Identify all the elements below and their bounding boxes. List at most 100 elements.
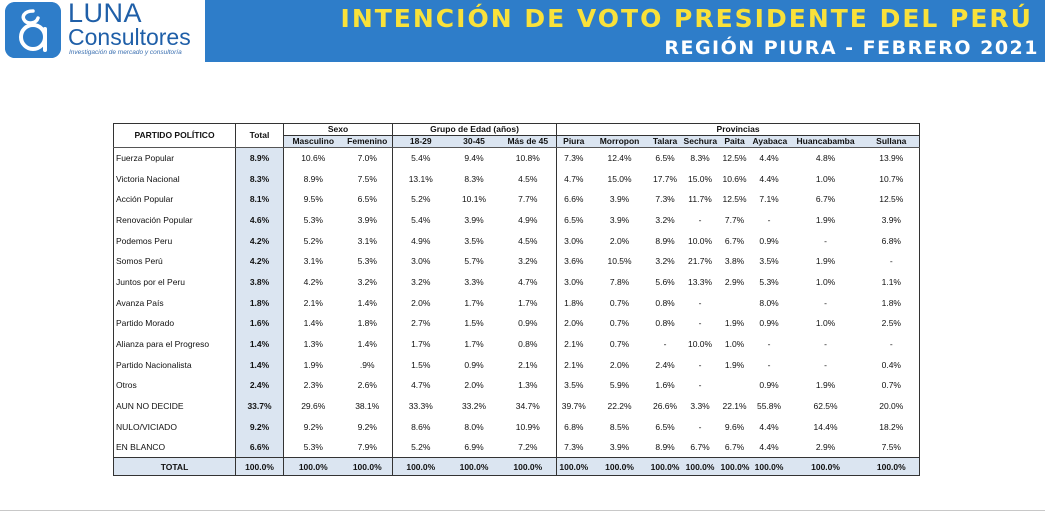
value-cell: 11.7%	[688, 194, 712, 205]
party-name-cell: Partido Morado	[113, 313, 236, 334]
value-cell: 5.3%	[303, 214, 323, 225]
value-cell: 5.9%	[609, 380, 630, 391]
party-name-cell: Alianza para el Progreso	[113, 333, 236, 355]
value-cell: -	[863, 333, 921, 355]
value-cell: 3.5%	[564, 380, 584, 391]
value-cell: 3.1%	[303, 256, 323, 267]
table-row: AUN NO DECIDE 33.7% 29.6% 38.1% 33.3% 33.2% 34…	[113, 395, 921, 417]
table-row: Juntos por el Peru 3.8% 4.2% 3.2% 3.2% 3.3% 4.…	[113, 271, 921, 293]
page-subtitle: REGIÓN PIURA - FEBRERO 2021	[664, 37, 1039, 59]
value-cell: 3.2%	[411, 276, 431, 287]
total-column-header: Total	[235, 123, 284, 148]
value-cell: 3.9%	[342, 209, 394, 231]
value-cell: 1.4%	[303, 318, 323, 329]
value-cell: 8.9%	[303, 173, 323, 184]
party-name-cell: AUN NO DECIDE	[113, 395, 236, 417]
total-cell: 9.2%	[235, 416, 284, 438]
party-name-cell: Otros	[113, 375, 236, 396]
column-header-paita: Paita	[718, 135, 751, 148]
value-cell: 1.0%	[815, 318, 836, 329]
value-cell: 7.3%	[556, 437, 591, 459]
value-cell: 3.0%	[411, 256, 431, 267]
value-cell: -	[824, 359, 827, 370]
value-cell: 4.5%	[499, 168, 558, 189]
value-cell: 0.9%	[759, 235, 779, 246]
table-header-row-columns: Masculino Femenino 18-29 30-45 Más de 45…	[114, 135, 921, 148]
value-cell: 8.9%	[655, 235, 675, 246]
value-cell: 1.7%	[499, 292, 558, 313]
value-cell: 4.4%	[750, 437, 788, 459]
value-cell: 3.2%	[342, 271, 394, 293]
footer-cell: 100.0%	[448, 457, 500, 477]
value-cell: 8.0%	[464, 421, 484, 432]
value-cell: -	[698, 214, 702, 225]
value-cell: 7.5%	[342, 168, 394, 189]
value-cell: 7.9%	[342, 437, 394, 459]
value-cell: 3.2%	[499, 250, 558, 272]
value-cell: 3.6%	[564, 256, 584, 267]
table-row: Renovación Popular 4.6% 5.3% 3.9% 5.4% 3.9% 4.…	[113, 209, 921, 231]
value-cell: 1.4%	[342, 292, 394, 313]
vote-intention-table: PARTIDO POLÍTICO Total Sexo Grupo de Eda…	[113, 123, 921, 477]
value-cell: 3.1%	[342, 230, 394, 251]
column-header-femenino: Femenino	[342, 135, 394, 148]
footer-total: 100.0%	[235, 457, 284, 477]
value-cell: 2.1%	[564, 339, 584, 350]
value-cell: 9.6%	[724, 421, 745, 432]
value-cell: 15.0%	[607, 173, 632, 184]
value-cell: 2.1%	[499, 354, 558, 376]
value-cell: 2.0%	[609, 359, 630, 370]
value-cell: 10.0%	[687, 339, 713, 350]
value-cell: 4.7%	[499, 271, 558, 293]
value-cell: 26.6%	[652, 401, 678, 412]
footer-cell: 100.0%	[787, 457, 864, 477]
provinces-group-header: Provincias	[556, 123, 921, 136]
party-name-cell: Fuerza Popular	[113, 147, 236, 169]
value-cell: 0.7%	[609, 297, 630, 308]
value-cell: 4.9%	[499, 209, 558, 231]
value-cell: 4.8%	[815, 153, 836, 164]
value-cell: 5.4%	[411, 214, 431, 225]
value-cell: 12.5%	[722, 194, 747, 205]
value-cell	[719, 375, 751, 396]
footer-label: TOTAL	[113, 457, 236, 477]
value-cell: 0.9%	[759, 318, 779, 329]
value-cell: 0.4%	[863, 354, 921, 376]
value-cell: 18.2%	[863, 416, 921, 438]
value-cell: 1.9%	[724, 359, 745, 370]
footer-cell: 100.0%	[499, 457, 558, 477]
value-cell: 3.3%	[690, 401, 710, 412]
value-cell: 4.4%	[759, 173, 779, 184]
value-cell: 4.2%	[303, 276, 323, 287]
table-footer-row: TOTAL 100.0% 100.0% 100.0% 100.0% 100.0%…	[113, 457, 921, 477]
value-cell: 0.7%	[609, 339, 630, 350]
value-cell: 2.4%	[655, 359, 675, 370]
table-body: Fuerza Popular 8.9% 10.6% 7.0% 5.4% 9.4% 10.8%…	[113, 147, 921, 459]
value-cell: 0.8%	[499, 333, 558, 355]
footer-cell: 100.0%	[556, 457, 591, 477]
value-cell: 0.8%	[655, 297, 675, 308]
value-cell: 0.7%	[863, 375, 921, 396]
value-cell: 2.0%	[464, 380, 484, 391]
value-cell: 3.5%	[759, 256, 779, 267]
party-name-cell: Victoria Nacional	[113, 168, 236, 189]
table-row: EN BLANCO 6.6% 5.3% 7.9% 5.2% 6.9% 7.2% 7.3% 3.9…	[113, 437, 921, 459]
table-row: NULO/VICIADO 9.2% 9.2% 9.2% 8.6% 8.0% 10.9% 6.8…	[113, 416, 921, 438]
value-cell: 2.3%	[303, 380, 323, 391]
value-cell: 9.4%	[464, 153, 484, 164]
value-cell: -	[698, 359, 702, 370]
party-name-cell: Renovación Popular	[113, 209, 236, 231]
value-cell: 21.7%	[687, 256, 713, 267]
party-name-cell: NULO/VICIADO	[113, 416, 236, 438]
value-cell: 6.6%	[564, 194, 584, 205]
total-cell: 1.4%	[235, 354, 284, 376]
table-row: Partido Nacionalista 1.4% 1.9% .9% 1.5% 0.9% 2…	[113, 354, 921, 376]
value-cell: 4.7%	[411, 380, 431, 391]
brand-name: LUNA	[68, 0, 143, 28]
value-cell: -	[698, 318, 702, 329]
value-cell: 8.0%	[759, 297, 779, 308]
value-cell: 5.2%	[392, 437, 449, 459]
footer-cell: 100.0%	[718, 457, 751, 477]
value-cell: 17.7%	[652, 173, 678, 184]
value-cell: 2.9%	[787, 437, 864, 459]
